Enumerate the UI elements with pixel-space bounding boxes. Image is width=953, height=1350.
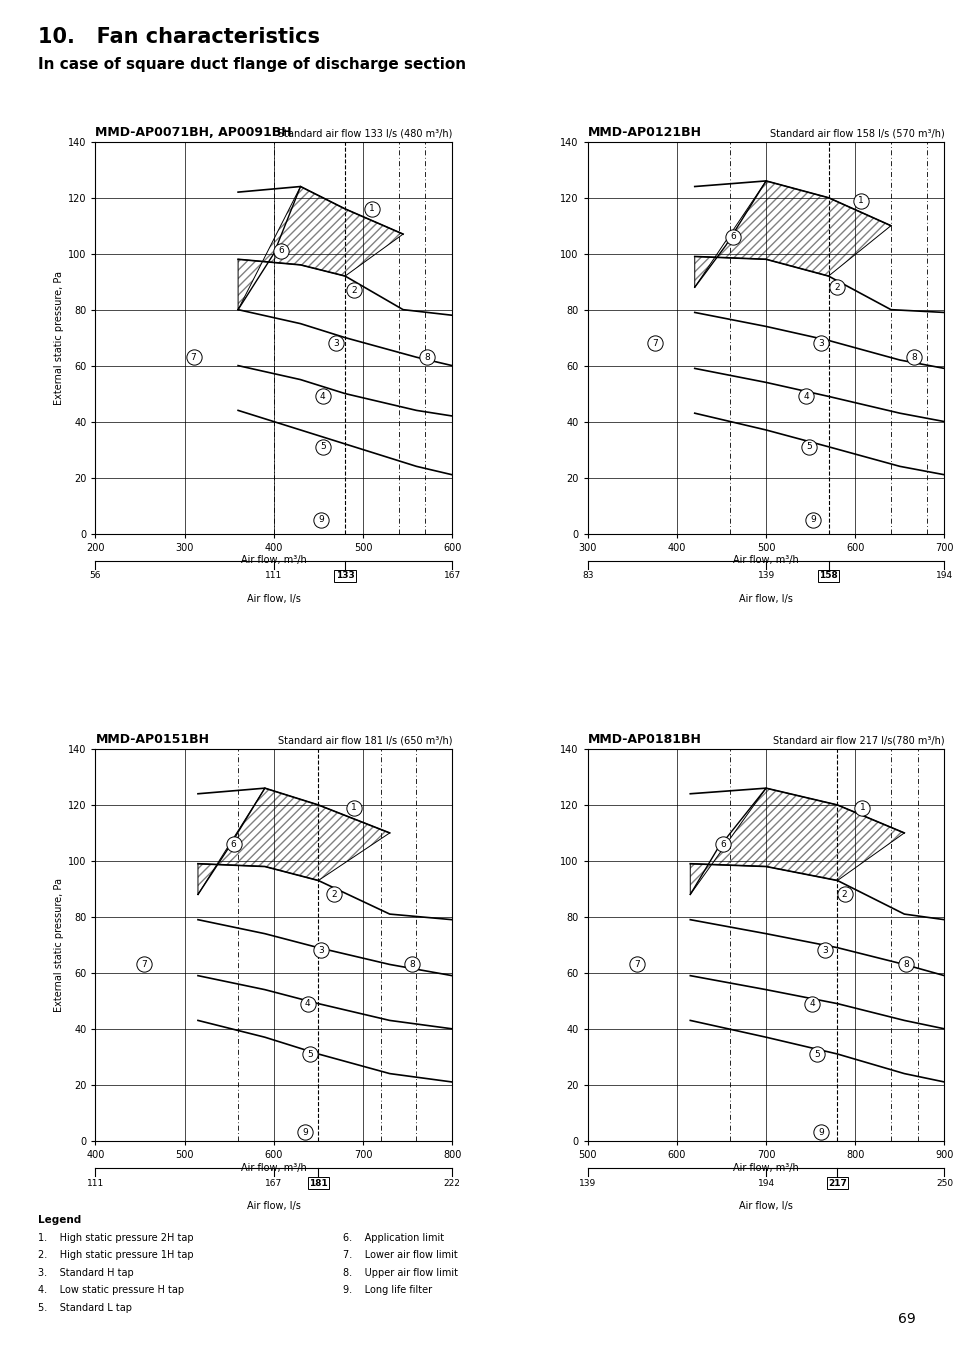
Text: 69: 69 (897, 1312, 915, 1326)
Text: 139: 139 (757, 571, 774, 580)
Text: 1.    High static pressure 2H tap: 1. High static pressure 2H tap (38, 1233, 193, 1242)
Text: Air flow, l/s: Air flow, l/s (247, 1202, 300, 1211)
Text: 6: 6 (231, 840, 236, 849)
X-axis label: Air flow, m³/h: Air flow, m³/h (241, 555, 306, 566)
Text: 6: 6 (729, 232, 735, 242)
Text: 3.    Standard H tap: 3. Standard H tap (38, 1268, 133, 1277)
Text: 9: 9 (302, 1127, 308, 1137)
Text: 9: 9 (810, 514, 816, 524)
Text: MMD-AP0121BH: MMD-AP0121BH (587, 126, 701, 139)
Text: 5: 5 (307, 1049, 313, 1058)
Text: 250: 250 (935, 1179, 952, 1188)
Text: 7.    Lower air flow limit: 7. Lower air flow limit (343, 1250, 457, 1260)
Text: 111: 111 (87, 1179, 104, 1188)
Text: 3: 3 (318, 946, 324, 954)
Text: 1: 1 (857, 196, 862, 205)
Text: 8: 8 (910, 352, 916, 362)
Text: 4.    Low static pressure H tap: 4. Low static pressure H tap (38, 1285, 184, 1295)
Text: 9: 9 (818, 1127, 823, 1137)
Text: 3: 3 (333, 339, 338, 348)
X-axis label: Air flow, m³/h: Air flow, m³/h (733, 1162, 798, 1173)
Text: Standard air flow 133 l/s (480 m³/h): Standard air flow 133 l/s (480 m³/h) (277, 128, 452, 138)
Text: 3: 3 (821, 946, 827, 954)
Text: 5: 5 (813, 1049, 819, 1058)
Text: Standard air flow 158 l/s (570 m³/h): Standard air flow 158 l/s (570 m³/h) (769, 128, 943, 138)
Text: MMD-AP0151BH: MMD-AP0151BH (95, 733, 209, 747)
Text: 217: 217 (827, 1179, 846, 1188)
Text: 1: 1 (859, 803, 864, 813)
Text: Air flow, l/s: Air flow, l/s (739, 594, 792, 605)
Text: 83: 83 (581, 571, 593, 580)
Y-axis label: External static pressure, Pa: External static pressure, Pa (53, 878, 64, 1012)
Text: Standard air flow 217 l/s(780 m³/h): Standard air flow 217 l/s(780 m³/h) (772, 736, 943, 745)
Text: 8: 8 (409, 960, 415, 969)
Text: 7: 7 (633, 960, 639, 969)
Text: 167: 167 (443, 571, 460, 580)
Text: 5.    Standard L tap: 5. Standard L tap (38, 1303, 132, 1312)
Text: 139: 139 (578, 1179, 596, 1188)
Text: 194: 194 (935, 571, 952, 580)
Text: 8.    Upper air flow limit: 8. Upper air flow limit (343, 1268, 458, 1277)
Text: 158: 158 (819, 571, 837, 580)
Text: 9.    Long life filter: 9. Long life filter (343, 1285, 432, 1295)
Text: 7: 7 (191, 352, 196, 362)
Text: MMD-AP0181BH: MMD-AP0181BH (587, 733, 700, 747)
Text: MMD-AP0071BH, AP0091BH: MMD-AP0071BH, AP0091BH (95, 126, 292, 139)
Text: 8: 8 (424, 352, 430, 362)
Text: 6: 6 (277, 247, 283, 255)
Text: 4: 4 (809, 999, 815, 1008)
Text: 4: 4 (305, 999, 310, 1008)
Text: 1: 1 (351, 803, 356, 813)
Text: Standard air flow 181 l/s (650 m³/h): Standard air flow 181 l/s (650 m³/h) (277, 736, 452, 745)
Text: 167: 167 (265, 1179, 282, 1188)
Text: 181: 181 (309, 1179, 328, 1188)
Text: Air flow, l/s: Air flow, l/s (739, 1202, 792, 1211)
Text: 4: 4 (319, 392, 325, 401)
Text: 8: 8 (902, 960, 908, 969)
Text: 2.    High static pressure 1H tap: 2. High static pressure 1H tap (38, 1250, 193, 1260)
Text: 6.    Application limit: 6. Application limit (343, 1233, 444, 1242)
Text: 2: 2 (834, 282, 840, 292)
Text: 194: 194 (757, 1179, 774, 1188)
Text: 2: 2 (351, 286, 356, 294)
Text: 10.   Fan characteristics: 10. Fan characteristics (38, 27, 320, 47)
X-axis label: Air flow, m³/h: Air flow, m³/h (241, 1162, 306, 1173)
Text: 5: 5 (805, 443, 811, 451)
Text: In case of square duct flange of discharge section: In case of square duct flange of dischar… (38, 57, 466, 72)
Text: 6: 6 (720, 840, 725, 849)
Text: 56: 56 (90, 571, 101, 580)
Text: 3: 3 (818, 339, 823, 348)
Text: Air flow, l/s: Air flow, l/s (247, 594, 300, 605)
Text: 4: 4 (802, 392, 808, 401)
Text: 7: 7 (651, 339, 657, 348)
Text: 9: 9 (318, 514, 324, 524)
Text: 2: 2 (332, 890, 336, 899)
X-axis label: Air flow, m³/h: Air flow, m³/h (733, 555, 798, 566)
Text: Legend: Legend (38, 1215, 81, 1224)
Text: 222: 222 (443, 1179, 460, 1188)
Text: 133: 133 (335, 571, 355, 580)
Text: 1: 1 (369, 204, 375, 213)
Text: 2: 2 (841, 890, 846, 899)
Text: 111: 111 (265, 571, 282, 580)
Text: 7: 7 (141, 960, 147, 969)
Y-axis label: External static pressure, Pa: External static pressure, Pa (53, 270, 64, 405)
Text: 5: 5 (319, 443, 325, 451)
